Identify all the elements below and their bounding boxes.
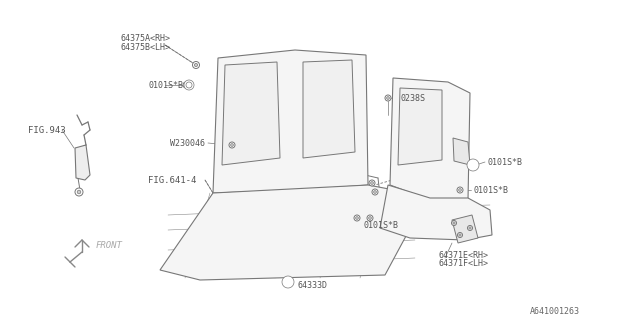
Circle shape: [371, 182, 373, 184]
Circle shape: [184, 80, 194, 90]
Circle shape: [374, 191, 376, 193]
Circle shape: [458, 233, 463, 237]
Circle shape: [459, 234, 461, 236]
Circle shape: [229, 142, 235, 148]
Circle shape: [356, 217, 358, 219]
Text: 64371E<RH>: 64371E<RH>: [438, 251, 488, 260]
Circle shape: [451, 220, 456, 226]
Circle shape: [195, 63, 198, 67]
Circle shape: [387, 97, 389, 99]
Polygon shape: [398, 88, 442, 165]
Polygon shape: [222, 62, 280, 165]
Circle shape: [77, 190, 81, 194]
Circle shape: [230, 144, 234, 146]
Text: 64375B<LH>: 64375B<LH>: [120, 43, 170, 52]
Polygon shape: [160, 185, 420, 280]
Circle shape: [372, 189, 378, 195]
Text: A641001263: A641001263: [530, 308, 580, 316]
Circle shape: [183, 82, 189, 88]
Circle shape: [470, 162, 477, 169]
Text: 0101S*B: 0101S*B: [487, 157, 522, 166]
Text: 64375A<RH>: 64375A<RH>: [120, 34, 170, 43]
Text: 0101S*B: 0101S*B: [363, 220, 398, 229]
Polygon shape: [380, 185, 492, 240]
Circle shape: [286, 280, 290, 284]
Circle shape: [186, 82, 192, 88]
Circle shape: [472, 164, 475, 167]
Polygon shape: [453, 138, 470, 165]
Text: 0238S: 0238S: [400, 93, 425, 102]
Text: W230046: W230046: [170, 139, 205, 148]
Text: 64371F<LH>: 64371F<LH>: [438, 260, 488, 268]
Circle shape: [469, 227, 471, 229]
Circle shape: [369, 180, 375, 186]
Circle shape: [354, 215, 360, 221]
Text: 0101S*B: 0101S*B: [473, 186, 508, 195]
Text: 0101S*B: 0101S*B: [148, 81, 183, 90]
Polygon shape: [213, 50, 368, 193]
Text: FIG.641-4: FIG.641-4: [148, 175, 196, 185]
Circle shape: [457, 187, 463, 193]
Circle shape: [193, 61, 200, 68]
Circle shape: [467, 226, 472, 230]
Circle shape: [284, 278, 292, 286]
Polygon shape: [75, 145, 90, 180]
Circle shape: [75, 188, 83, 196]
Text: 64333D: 64333D: [297, 281, 327, 290]
Text: FIG.943: FIG.943: [28, 125, 66, 134]
Polygon shape: [452, 215, 478, 243]
Circle shape: [453, 222, 455, 224]
Text: FRONT: FRONT: [96, 241, 123, 250]
Circle shape: [282, 276, 294, 288]
Circle shape: [467, 159, 479, 171]
Polygon shape: [303, 60, 355, 158]
Polygon shape: [390, 78, 470, 200]
Circle shape: [459, 189, 461, 191]
Circle shape: [185, 84, 188, 86]
Circle shape: [369, 217, 371, 219]
Circle shape: [367, 215, 373, 221]
Circle shape: [385, 95, 391, 101]
